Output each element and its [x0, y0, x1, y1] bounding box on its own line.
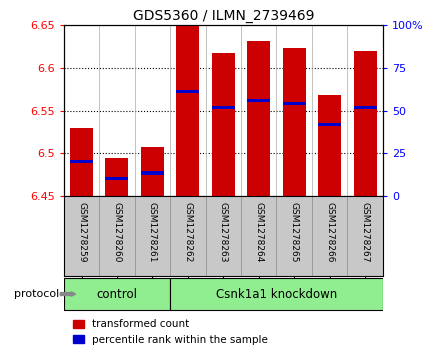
- Bar: [318, 95, 341, 196]
- Bar: [141, 147, 164, 196]
- Text: GSM1278267: GSM1278267: [360, 203, 370, 263]
- Text: GSM1278264: GSM1278264: [254, 203, 263, 263]
- Text: GSM1278260: GSM1278260: [113, 203, 121, 263]
- Bar: [247, 99, 270, 102]
- FancyBboxPatch shape: [170, 278, 383, 310]
- FancyBboxPatch shape: [64, 278, 170, 310]
- Bar: [282, 48, 306, 196]
- Bar: [318, 123, 341, 126]
- Text: control: control: [96, 287, 137, 301]
- Bar: [212, 106, 235, 109]
- Bar: [212, 53, 235, 196]
- Bar: [106, 159, 128, 196]
- Text: GSM1278266: GSM1278266: [325, 203, 334, 263]
- Text: GSM1278259: GSM1278259: [77, 203, 86, 263]
- Text: GSM1278262: GSM1278262: [183, 203, 192, 263]
- Text: GSM1278261: GSM1278261: [148, 203, 157, 263]
- Text: Csnk1a1 knockdown: Csnk1a1 knockdown: [216, 287, 337, 301]
- Title: GDS5360 / ILMN_2739469: GDS5360 / ILMN_2739469: [132, 9, 314, 23]
- Text: GSM1278263: GSM1278263: [219, 203, 228, 263]
- Bar: [106, 176, 128, 180]
- Bar: [247, 41, 270, 196]
- Bar: [176, 26, 199, 196]
- Text: protocol: protocol: [14, 289, 59, 299]
- Bar: [176, 90, 199, 93]
- Bar: [70, 160, 93, 163]
- Text: GSM1278265: GSM1278265: [290, 203, 299, 263]
- Bar: [70, 128, 93, 196]
- Bar: [282, 102, 306, 105]
- Bar: [354, 106, 377, 109]
- Legend: transformed count, percentile rank within the sample: transformed count, percentile rank withi…: [69, 315, 272, 349]
- Bar: [141, 171, 164, 175]
- Bar: [354, 51, 377, 196]
